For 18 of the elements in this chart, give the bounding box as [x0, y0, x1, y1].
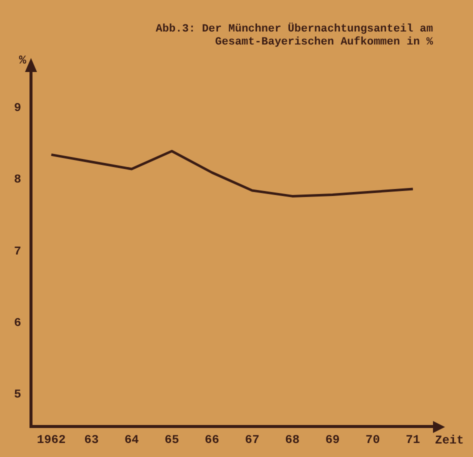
x-tick-label: 70 — [366, 432, 380, 447]
x-tick-label: 1962 — [36, 432, 66, 447]
x-tick-label: 68 — [285, 432, 300, 447]
x-tick-label: 71 — [406, 432, 420, 447]
chart-title: Abb.3: Der Münchner Übernachtungsanteil am Gesamt-Bayerischen Aufkommen in % — [156, 22, 434, 49]
x-axis-title: Zeit — [435, 434, 464, 448]
x-tick-label: 66 — [204, 432, 220, 447]
y-tick-label: 5 — [14, 387, 22, 402]
x-tick-label: 65 — [164, 432, 180, 447]
x-tick-label: 64 — [124, 432, 139, 447]
y-tick-label: 6 — [14, 316, 22, 330]
y-axis-title: % — [19, 53, 27, 68]
x-tick-label: 63 — [84, 432, 99, 447]
y-tick-label: 9 — [14, 101, 22, 116]
y-tick-label: 7 — [14, 244, 22, 258]
y-tick-label: 8 — [14, 172, 22, 187]
x-tick-label: 67 — [244, 432, 260, 447]
x-tick-label: 69 — [325, 432, 340, 447]
